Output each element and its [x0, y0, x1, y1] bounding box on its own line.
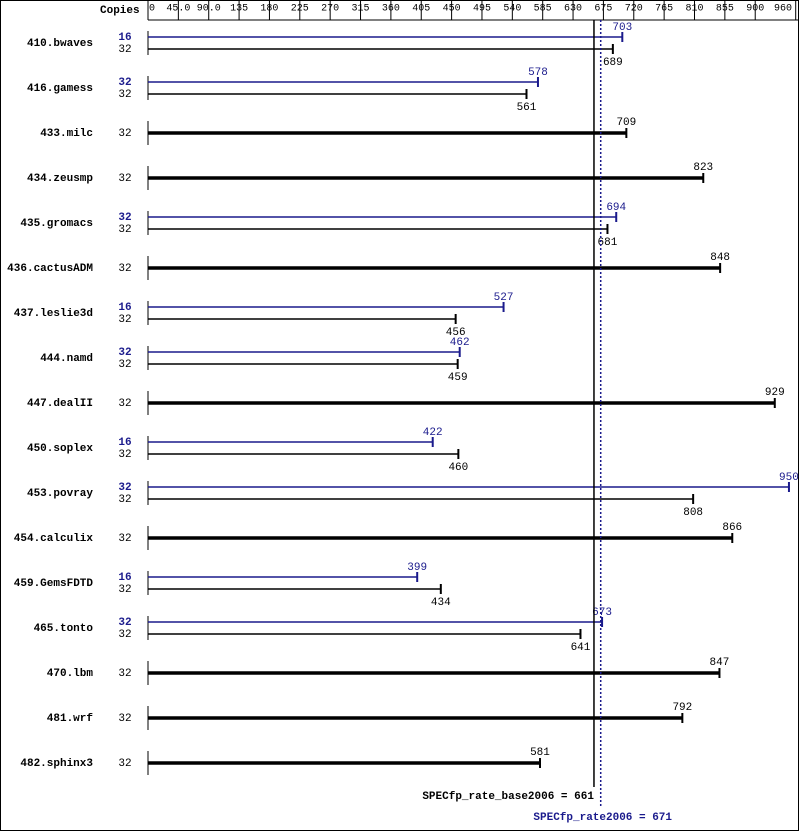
value-label: 399	[407, 562, 427, 574]
value-label: 847	[710, 657, 730, 669]
value-label: 694	[606, 202, 626, 214]
value-label: 808	[683, 507, 703, 519]
value-label: 709	[616, 117, 636, 129]
copies-label: 32	[118, 449, 131, 461]
copies-label: 16	[118, 437, 131, 449]
copies-label: 32	[118, 347, 131, 359]
benchmark-label: 416.gamess	[27, 83, 93, 95]
benchmark-label: 470.lbm	[47, 668, 94, 680]
x-tick-label: 225	[291, 4, 309, 15]
value-label: 823	[693, 162, 713, 174]
benchmark-label: 454.calculix	[14, 533, 94, 545]
copies-label: 32	[118, 173, 131, 185]
x-tick-label: 180	[260, 4, 278, 15]
copies-label: 32	[118, 263, 131, 275]
x-tick-label: 450	[443, 4, 461, 15]
copies-label: 32	[118, 314, 131, 326]
x-tick-label: 540	[503, 4, 521, 15]
x-tick-label: 630	[564, 4, 582, 15]
x-tick-label: 270	[321, 4, 339, 15]
benchmark-label: 434.zeusmp	[27, 173, 93, 185]
value-label: 792	[672, 702, 692, 714]
value-label: 703	[612, 22, 632, 34]
value-label: 462	[450, 337, 470, 349]
benchmark-label: 435.gromacs	[20, 218, 93, 230]
x-tick-label: 495	[473, 4, 491, 15]
x-tick-label: 585	[534, 4, 552, 15]
value-label: 561	[517, 102, 537, 114]
copies-label: 16	[118, 32, 131, 44]
x-tick-label: 405	[412, 4, 430, 15]
value-label: 950	[779, 472, 799, 484]
copies-label: 32	[118, 77, 131, 89]
x-tick-label: 720	[625, 4, 643, 15]
x-tick-label: 0	[149, 4, 155, 15]
benchmark-label: 437.leslie3d	[14, 308, 93, 320]
benchmark-label: 459.GemsFDTD	[14, 578, 94, 590]
value-label: 578	[528, 67, 548, 79]
copies-label: 32	[118, 89, 131, 101]
x-tick-label: 900	[746, 4, 764, 15]
x-tick-label: 360	[382, 4, 400, 15]
benchmark-label: 436.cactusADM	[7, 263, 93, 275]
value-label: 929	[765, 387, 785, 399]
x-tick-label: 960	[774, 4, 792, 15]
copies-label: 32	[118, 359, 131, 371]
benchmark-label: 433.milc	[40, 128, 93, 140]
copies-label: 32	[118, 128, 131, 140]
value-label: 866	[722, 522, 742, 534]
copies-label: 32	[118, 584, 131, 596]
copies-label: 32	[118, 533, 131, 545]
copies-label: 32	[118, 212, 131, 224]
value-label: 689	[603, 57, 623, 69]
value-label: 434	[431, 597, 451, 609]
benchmark-label: 465.tonto	[34, 623, 94, 635]
value-label: 460	[448, 462, 468, 474]
value-label: 641	[571, 642, 591, 654]
copies-label: 32	[118, 668, 131, 680]
copies-label: 16	[118, 302, 131, 314]
copies-label: 32	[118, 758, 131, 770]
benchmark-label: 453.povray	[27, 488, 93, 500]
value-label: 848	[710, 252, 730, 264]
x-tick-label: 135	[230, 4, 248, 15]
value-label: 422	[423, 427, 443, 439]
reference-label: SPECfp_rate_base2006 = 661	[422, 791, 594, 803]
copies-label: 32	[118, 482, 131, 494]
value-label: 527	[494, 292, 514, 304]
copies-label: 32	[118, 629, 131, 641]
copies-label: 16	[118, 572, 131, 584]
copies-label: 32	[118, 494, 131, 506]
reference-label: SPECfp_rate2006 = 671	[533, 812, 672, 824]
x-tick-label: 675	[594, 4, 612, 15]
value-label: 459	[448, 372, 468, 384]
benchmark-label: 447.dealII	[27, 398, 93, 410]
benchmark-label: 444.namd	[40, 353, 93, 365]
value-label: 581	[530, 747, 550, 759]
value-label: 456	[446, 327, 466, 339]
copies-label: 32	[118, 224, 131, 236]
copies-label: 32	[118, 44, 131, 56]
benchmark-label: 482.sphinx3	[20, 758, 93, 770]
copies-label: 32	[118, 398, 131, 410]
x-tick-label: 765	[655, 4, 673, 15]
value-label: 681	[598, 237, 618, 249]
copies-label: 32	[118, 713, 131, 725]
copies-label: 32	[118, 617, 131, 629]
benchmark-label: 450.soplex	[27, 443, 93, 455]
value-label: 673	[592, 607, 612, 619]
axis-title: Copies	[100, 5, 140, 17]
benchmark-label: 481.wrf	[47, 713, 94, 725]
benchmark-label: 410.bwaves	[27, 38, 93, 50]
x-tick-label: 315	[352, 4, 370, 15]
x-tick-label: 90.0	[197, 4, 221, 15]
x-tick-label: 855	[716, 4, 734, 15]
x-tick-label: 810	[685, 4, 703, 15]
x-tick-label: 45.0	[166, 4, 190, 15]
